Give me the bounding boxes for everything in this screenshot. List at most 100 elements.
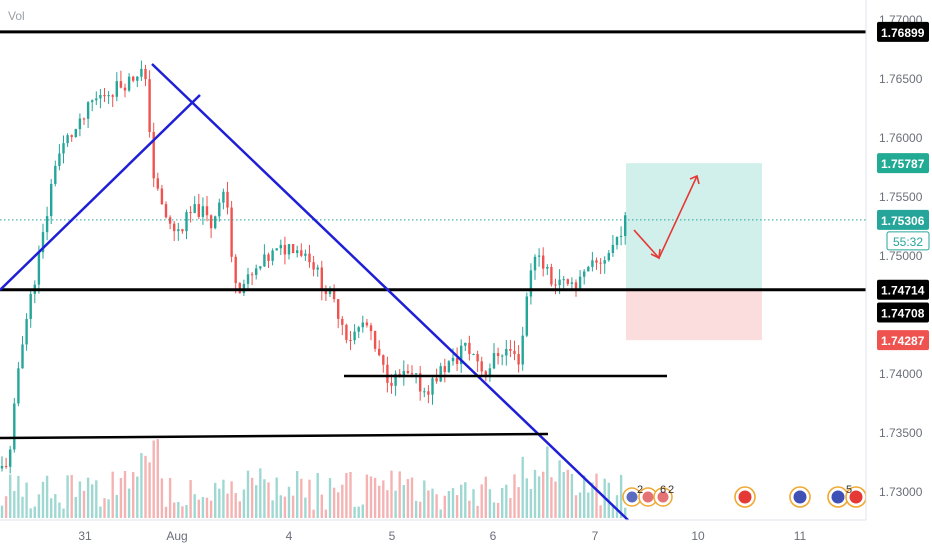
volume-bar (337, 492, 340, 518)
volume-bar (615, 495, 619, 518)
candle-body (328, 289, 332, 294)
volume-bar (468, 500, 471, 518)
volume-bar (160, 478, 164, 518)
candle-body (476, 354, 479, 362)
volume-bar (324, 509, 328, 518)
price-badge[interactable]: 1.74287 (877, 330, 929, 351)
price-badge[interactable]: 1.75306 (877, 209, 929, 230)
candle (0, 456, 4, 472)
volume-bar (443, 495, 446, 518)
candle-body (472, 354, 475, 356)
event-flag-icon[interactable] (653, 487, 673, 507)
candle (214, 215, 217, 230)
candle-body (136, 76, 139, 81)
candle (152, 122, 155, 188)
candle (578, 270, 582, 291)
event-flag-icon[interactable] (622, 487, 642, 507)
volume-bar (111, 471, 114, 518)
candle-body (464, 342, 467, 346)
candle-body (562, 279, 565, 281)
event-flag-icon[interactable] (789, 486, 811, 508)
event-flag-icon[interactable] (827, 486, 849, 508)
candle (488, 363, 492, 382)
volume-bar (226, 493, 229, 518)
candle-body (566, 279, 569, 284)
candle-body (570, 282, 574, 284)
candle (373, 330, 377, 352)
price-axis[interactable]: 1.730001.735001.740001.745001.750001.755… (865, 0, 932, 550)
candle (107, 90, 110, 104)
volume-bar (583, 475, 586, 518)
volume-bar (287, 486, 291, 518)
candle (533, 254, 537, 280)
candle (476, 350, 479, 372)
volume-bar (209, 500, 213, 518)
candle (209, 214, 213, 239)
candle-body (234, 256, 237, 284)
candle-body (54, 165, 57, 184)
price-badge[interactable]: 1.76899 (877, 21, 929, 42)
price-badge-label: 1.75306 (881, 214, 925, 228)
price-badge[interactable]: 1.74708 (877, 302, 929, 323)
position-tool[interactable] (626, 163, 762, 341)
candle-body (74, 129, 77, 137)
projection-arrow-head (689, 174, 700, 185)
candle (624, 211, 627, 245)
lower-support-line[interactable] (0, 432, 549, 440)
candle (439, 362, 442, 383)
candle-body (509, 349, 512, 351)
candle (611, 234, 615, 257)
candle-body (62, 143, 65, 154)
candle (537, 248, 541, 267)
candle-body (13, 403, 16, 450)
countdown-bg (886, 231, 930, 251)
candle (542, 247, 545, 277)
volume-bar (345, 473, 348, 518)
price-badge[interactable]: 1.75787 (877, 153, 929, 174)
candle-body (439, 366, 442, 382)
candle-body (349, 340, 352, 342)
volume-bar (304, 497, 307, 518)
candle (185, 209, 188, 240)
price-badge[interactable]: 1.74714 (877, 279, 929, 300)
price-tick-label: 1.73000 (879, 485, 923, 499)
volume-bar (13, 490, 16, 518)
candle (308, 244, 311, 268)
event-count-label: 5 (846, 484, 852, 496)
candle (250, 272, 254, 286)
volume-bar (599, 505, 602, 518)
candle-body (296, 250, 299, 254)
volume-bar (591, 482, 594, 518)
candle (95, 91, 98, 106)
candle-body (521, 335, 524, 365)
volume-bar (185, 505, 188, 518)
candle-body (144, 68, 147, 80)
rising-trendline[interactable] (0, 94, 201, 291)
volume-bar (501, 487, 504, 518)
volume-bar (152, 440, 155, 518)
volume-bar (86, 477, 90, 518)
time-axis[interactable]: 31 Aug 4 5 6 7 10 11 (0, 519, 866, 543)
price-badge-label: 1.74714 (881, 284, 925, 298)
candle (423, 387, 426, 398)
price-badge-bg (877, 330, 929, 351)
drawings[interactable] (0, 30, 866, 521)
candle (168, 215, 172, 230)
candle (361, 315, 364, 333)
price-badge-label: 1.75787 (881, 157, 925, 171)
candle-body (357, 327, 360, 332)
stop-zone[interactable] (626, 289, 762, 341)
candle (406, 364, 410, 375)
event-flag-icon[interactable] (734, 486, 756, 508)
candle-body (505, 349, 508, 356)
falling-trendline[interactable] (151, 63, 629, 521)
candle (238, 282, 241, 294)
candle-body (406, 370, 410, 374)
candle (320, 260, 323, 301)
event-flag-fill (849, 490, 863, 504)
time-tick-label: 10 (691, 529, 705, 543)
candle (156, 172, 159, 191)
